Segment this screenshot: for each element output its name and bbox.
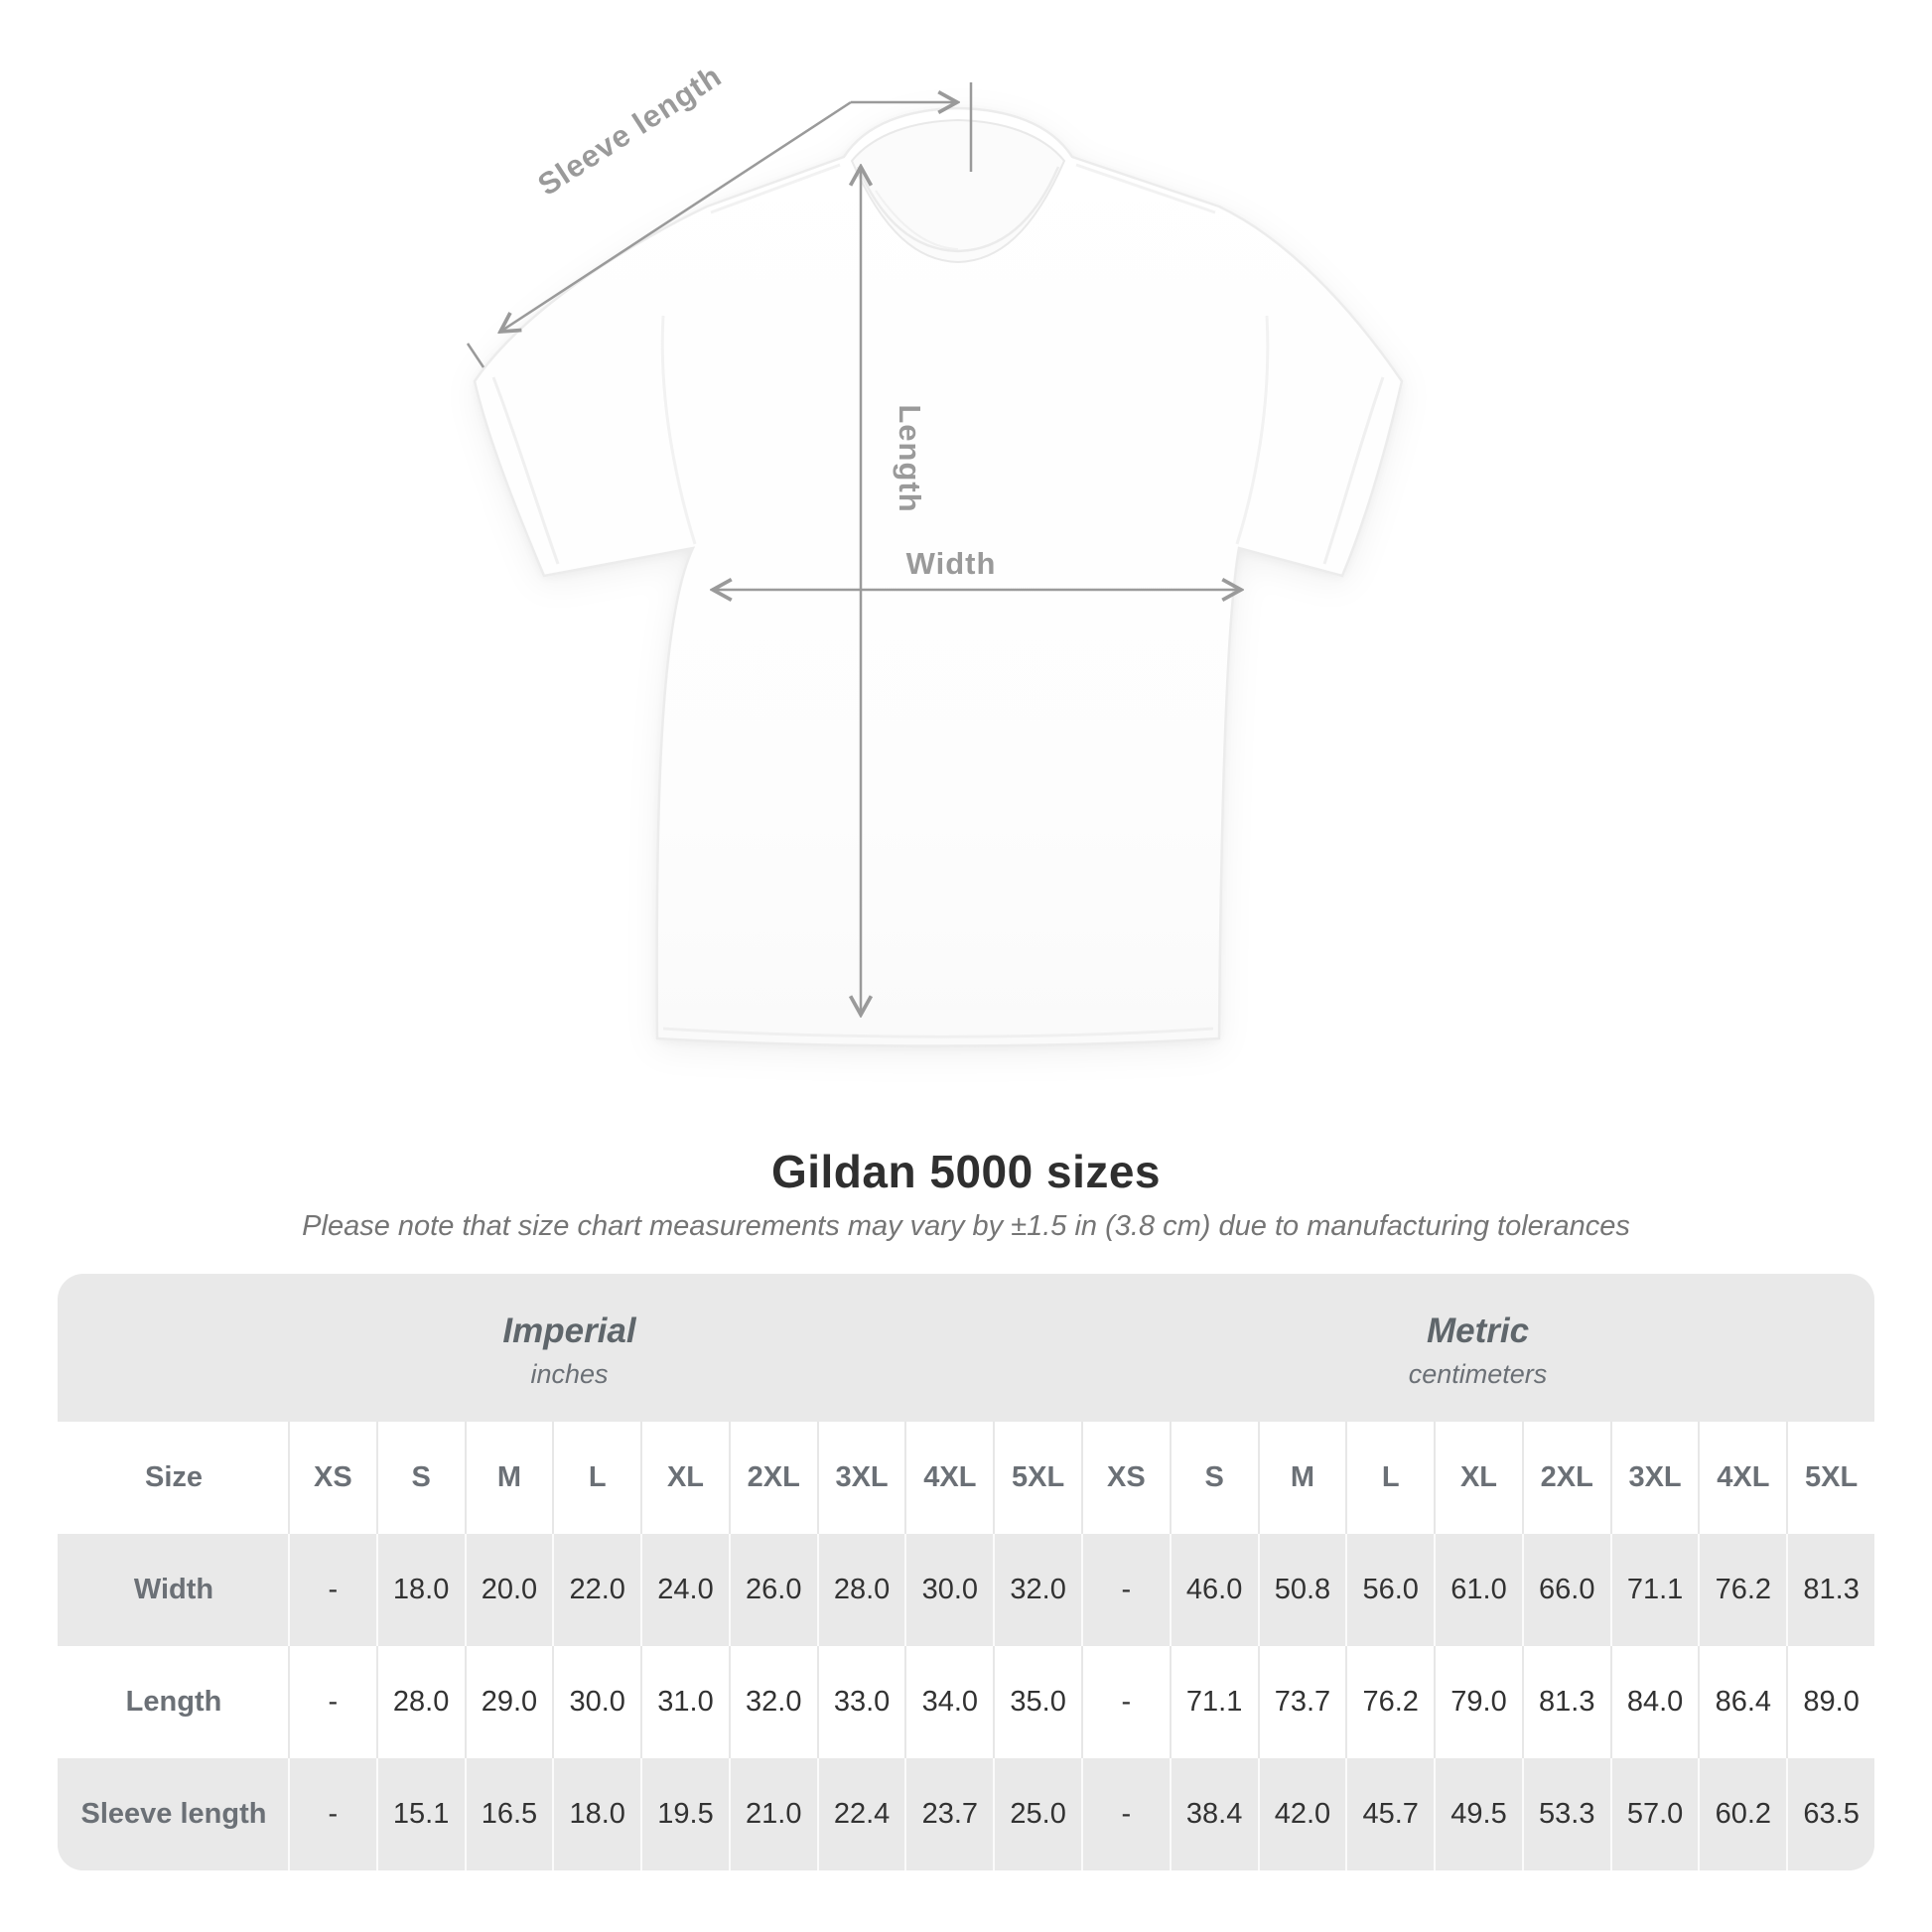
- value-cell: 33.0: [816, 1646, 905, 1758]
- size-header-cell: XS: [1081, 1422, 1170, 1534]
- value-cell: 73.7: [1257, 1646, 1346, 1758]
- size-header-cell: S: [1169, 1422, 1258, 1534]
- value-cell: 15.1: [375, 1758, 465, 1870]
- value-cell: 56.0: [1345, 1534, 1435, 1646]
- value-cell: 61.0: [1434, 1534, 1522, 1646]
- size-header-cell: 5XL: [993, 1422, 1081, 1534]
- tshirt-image: [473, 106, 1404, 1047]
- size-header-cell: XS: [288, 1422, 376, 1534]
- metric-label: Metric: [1426, 1311, 1530, 1350]
- value-cell: 86.4: [1698, 1646, 1787, 1758]
- imperial-unit: inches: [530, 1359, 609, 1389]
- size-header-cell: S: [375, 1422, 465, 1534]
- width-label: Width: [906, 546, 997, 581]
- metric-unit: centimeters: [1408, 1359, 1548, 1389]
- value-cell: 34.0: [904, 1646, 994, 1758]
- value-cell: 63.5: [1786, 1758, 1874, 1870]
- row-label: Sleeve length: [58, 1758, 288, 1870]
- value-cell: 84.0: [1609, 1646, 1699, 1758]
- value-cell: 81.3: [1786, 1534, 1874, 1646]
- page-title: Gildan 5000 sizes: [770, 1146, 1162, 1197]
- value-cell: 79.0: [1434, 1646, 1522, 1758]
- size-header-cell: L: [552, 1422, 641, 1534]
- value-cell: 50.8: [1257, 1534, 1346, 1646]
- value-cell: 30.0: [552, 1646, 641, 1758]
- row-label: Length: [58, 1646, 288, 1758]
- size-header-cell: M: [1257, 1422, 1346, 1534]
- value-cell: 45.7: [1345, 1758, 1435, 1870]
- value-cell: 28.0: [816, 1534, 905, 1646]
- value-cell: 57.0: [1609, 1758, 1699, 1870]
- value-cell: 76.2: [1698, 1534, 1787, 1646]
- imperial-unit-header: Imperial inches: [58, 1274, 1081, 1422]
- value-cell: 23.7: [904, 1758, 994, 1870]
- measurement-lines: [466, 82, 1241, 1015]
- sleeve-length-arrow: [500, 100, 852, 332]
- size-table-grid: Size XS S M L XL 2XL 3XL 4XL 5XL XS S M L XL 2XL 3XL 4XL 5…: [58, 1422, 1874, 1870]
- sleeve-end-tick: [466, 343, 485, 368]
- size-header-cell: 3XL: [816, 1422, 905, 1534]
- size-column-header: Size: [58, 1422, 288, 1534]
- tolerance-note: Please note that size chart measurements…: [302, 1210, 1630, 1242]
- value-cell: 22.4: [816, 1758, 905, 1870]
- value-cell: 32.0: [728, 1646, 817, 1758]
- size-header-cell: L: [1345, 1422, 1435, 1534]
- value-cell: -: [288, 1646, 376, 1758]
- size-header-cell: 2XL: [728, 1422, 817, 1534]
- metric-unit-header: Metric centimeters: [1081, 1274, 1874, 1422]
- value-cell: -: [1081, 1646, 1170, 1758]
- unit-header-band: Imperial inches Metric centimeters: [58, 1274, 1874, 1422]
- value-cell: 76.2: [1345, 1646, 1435, 1758]
- value-cell: 89.0: [1786, 1646, 1874, 1758]
- value-cell: 29.0: [464, 1646, 553, 1758]
- value-cell: -: [288, 1534, 376, 1646]
- value-cell: -: [288, 1758, 376, 1870]
- value-cell: 31.0: [640, 1646, 729, 1758]
- value-cell: 53.3: [1521, 1758, 1610, 1870]
- value-cell: 42.0: [1257, 1758, 1346, 1870]
- size-header-cell: 2XL: [1521, 1422, 1610, 1534]
- value-cell: 25.0: [993, 1758, 1081, 1870]
- value-cell: 26.0: [728, 1534, 817, 1646]
- value-cell: 24.0: [640, 1534, 729, 1646]
- size-header-cell: 5XL: [1786, 1422, 1874, 1534]
- value-cell: 21.0: [728, 1758, 817, 1870]
- value-cell: -: [1081, 1758, 1170, 1870]
- size-header-cell: M: [464, 1422, 553, 1534]
- value-cell: 71.1: [1169, 1646, 1258, 1758]
- value-cell: 66.0: [1521, 1534, 1610, 1646]
- value-cell: 46.0: [1169, 1534, 1258, 1646]
- value-cell: 20.0: [464, 1534, 553, 1646]
- value-cell: 71.1: [1609, 1534, 1699, 1646]
- value-cell: 18.0: [552, 1758, 641, 1870]
- value-cell: 32.0: [993, 1534, 1081, 1646]
- size-header-cell: XL: [640, 1422, 729, 1534]
- value-cell: 19.5: [640, 1758, 729, 1870]
- value-cell: -: [1081, 1534, 1170, 1646]
- sleeve-length-label: Sleeve length: [531, 59, 728, 203]
- imperial-label: Imperial: [502, 1311, 636, 1350]
- size-header-cell: XL: [1434, 1422, 1522, 1534]
- length-label: Length: [893, 404, 927, 512]
- value-cell: 60.2: [1698, 1758, 1787, 1870]
- size-header-cell: 4XL: [904, 1422, 994, 1534]
- value-cell: 16.5: [464, 1758, 553, 1870]
- value-cell: 28.0: [375, 1646, 465, 1758]
- value-cell: 22.0: [552, 1534, 641, 1646]
- value-cell: 81.3: [1521, 1646, 1610, 1758]
- size-table-panel: Imperial inches Metric centimeters Size X…: [58, 1274, 1874, 1870]
- row-label: Width: [58, 1534, 288, 1646]
- value-cell: 38.4: [1169, 1758, 1258, 1870]
- value-cell: 18.0: [375, 1534, 465, 1646]
- size-header-cell: 4XL: [1698, 1422, 1787, 1534]
- value-cell: 35.0: [993, 1646, 1081, 1758]
- value-cell: 30.0: [904, 1534, 994, 1646]
- value-cell: 49.5: [1434, 1758, 1522, 1870]
- size-header-cell: 3XL: [1609, 1422, 1699, 1534]
